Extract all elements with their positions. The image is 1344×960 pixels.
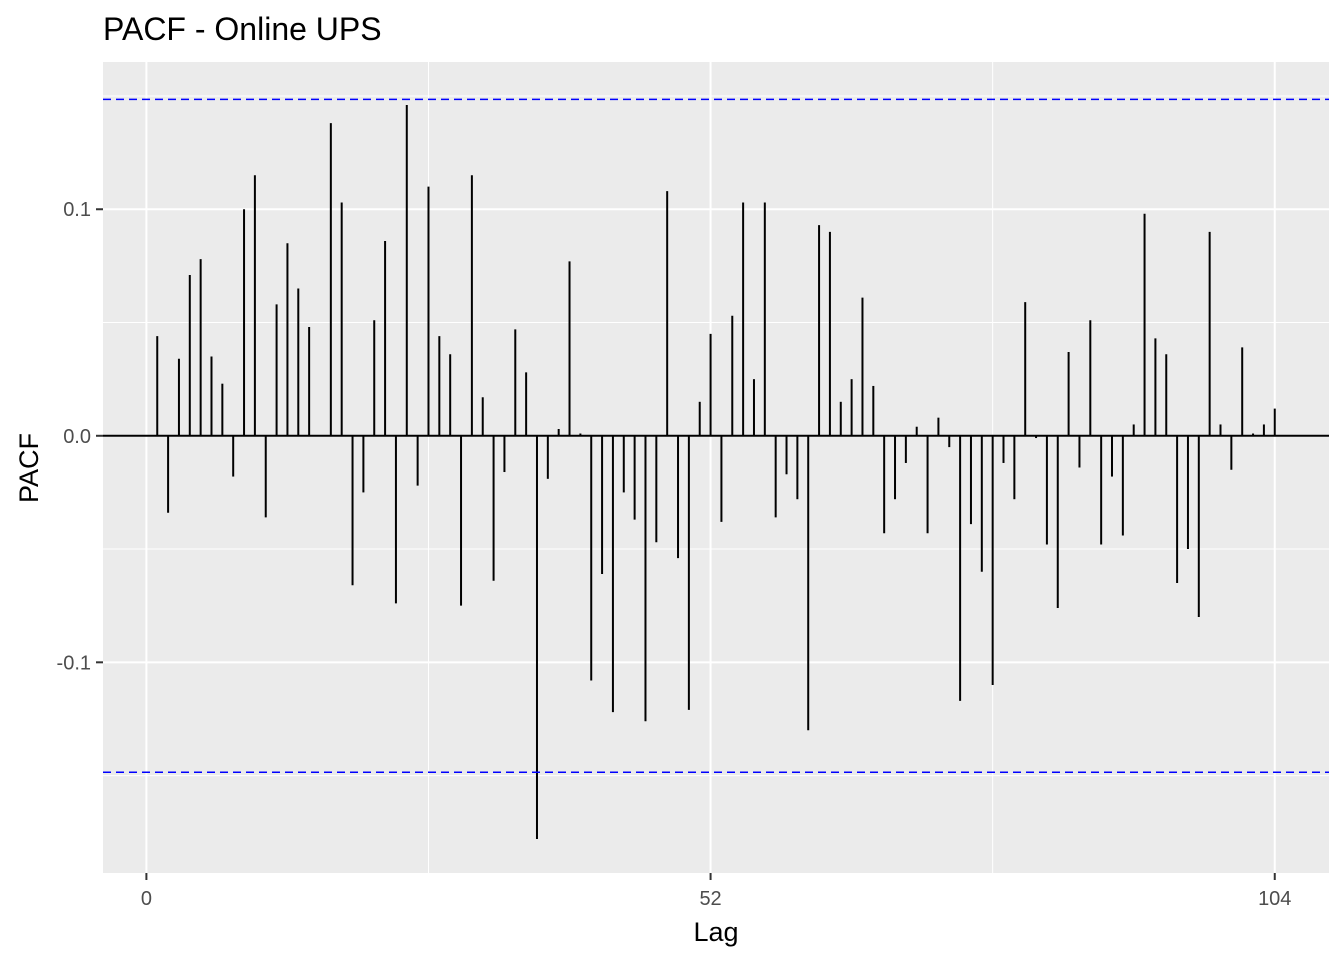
x-axis-ticks: 0 52 104 (141, 873, 1291, 910)
y-axis-title: PACF (14, 433, 44, 503)
x-tick-label: 52 (699, 888, 721, 910)
y-tick-label: 0.0 (63, 426, 91, 448)
confidence-bounds (103, 98, 1329, 773)
x-axis-title: Lag (693, 917, 738, 947)
x-tick-label: 0 (141, 888, 152, 910)
plot-panel (103, 62, 1329, 873)
chart-title: PACF - Online UPS (103, 11, 382, 47)
x-tick-label: 104 (1258, 888, 1291, 910)
y-axis-ticks: -0.1 0.0 0.1 (57, 199, 103, 674)
y-tick-label: 0.1 (63, 199, 91, 221)
y-tick-label: -0.1 (57, 652, 91, 674)
